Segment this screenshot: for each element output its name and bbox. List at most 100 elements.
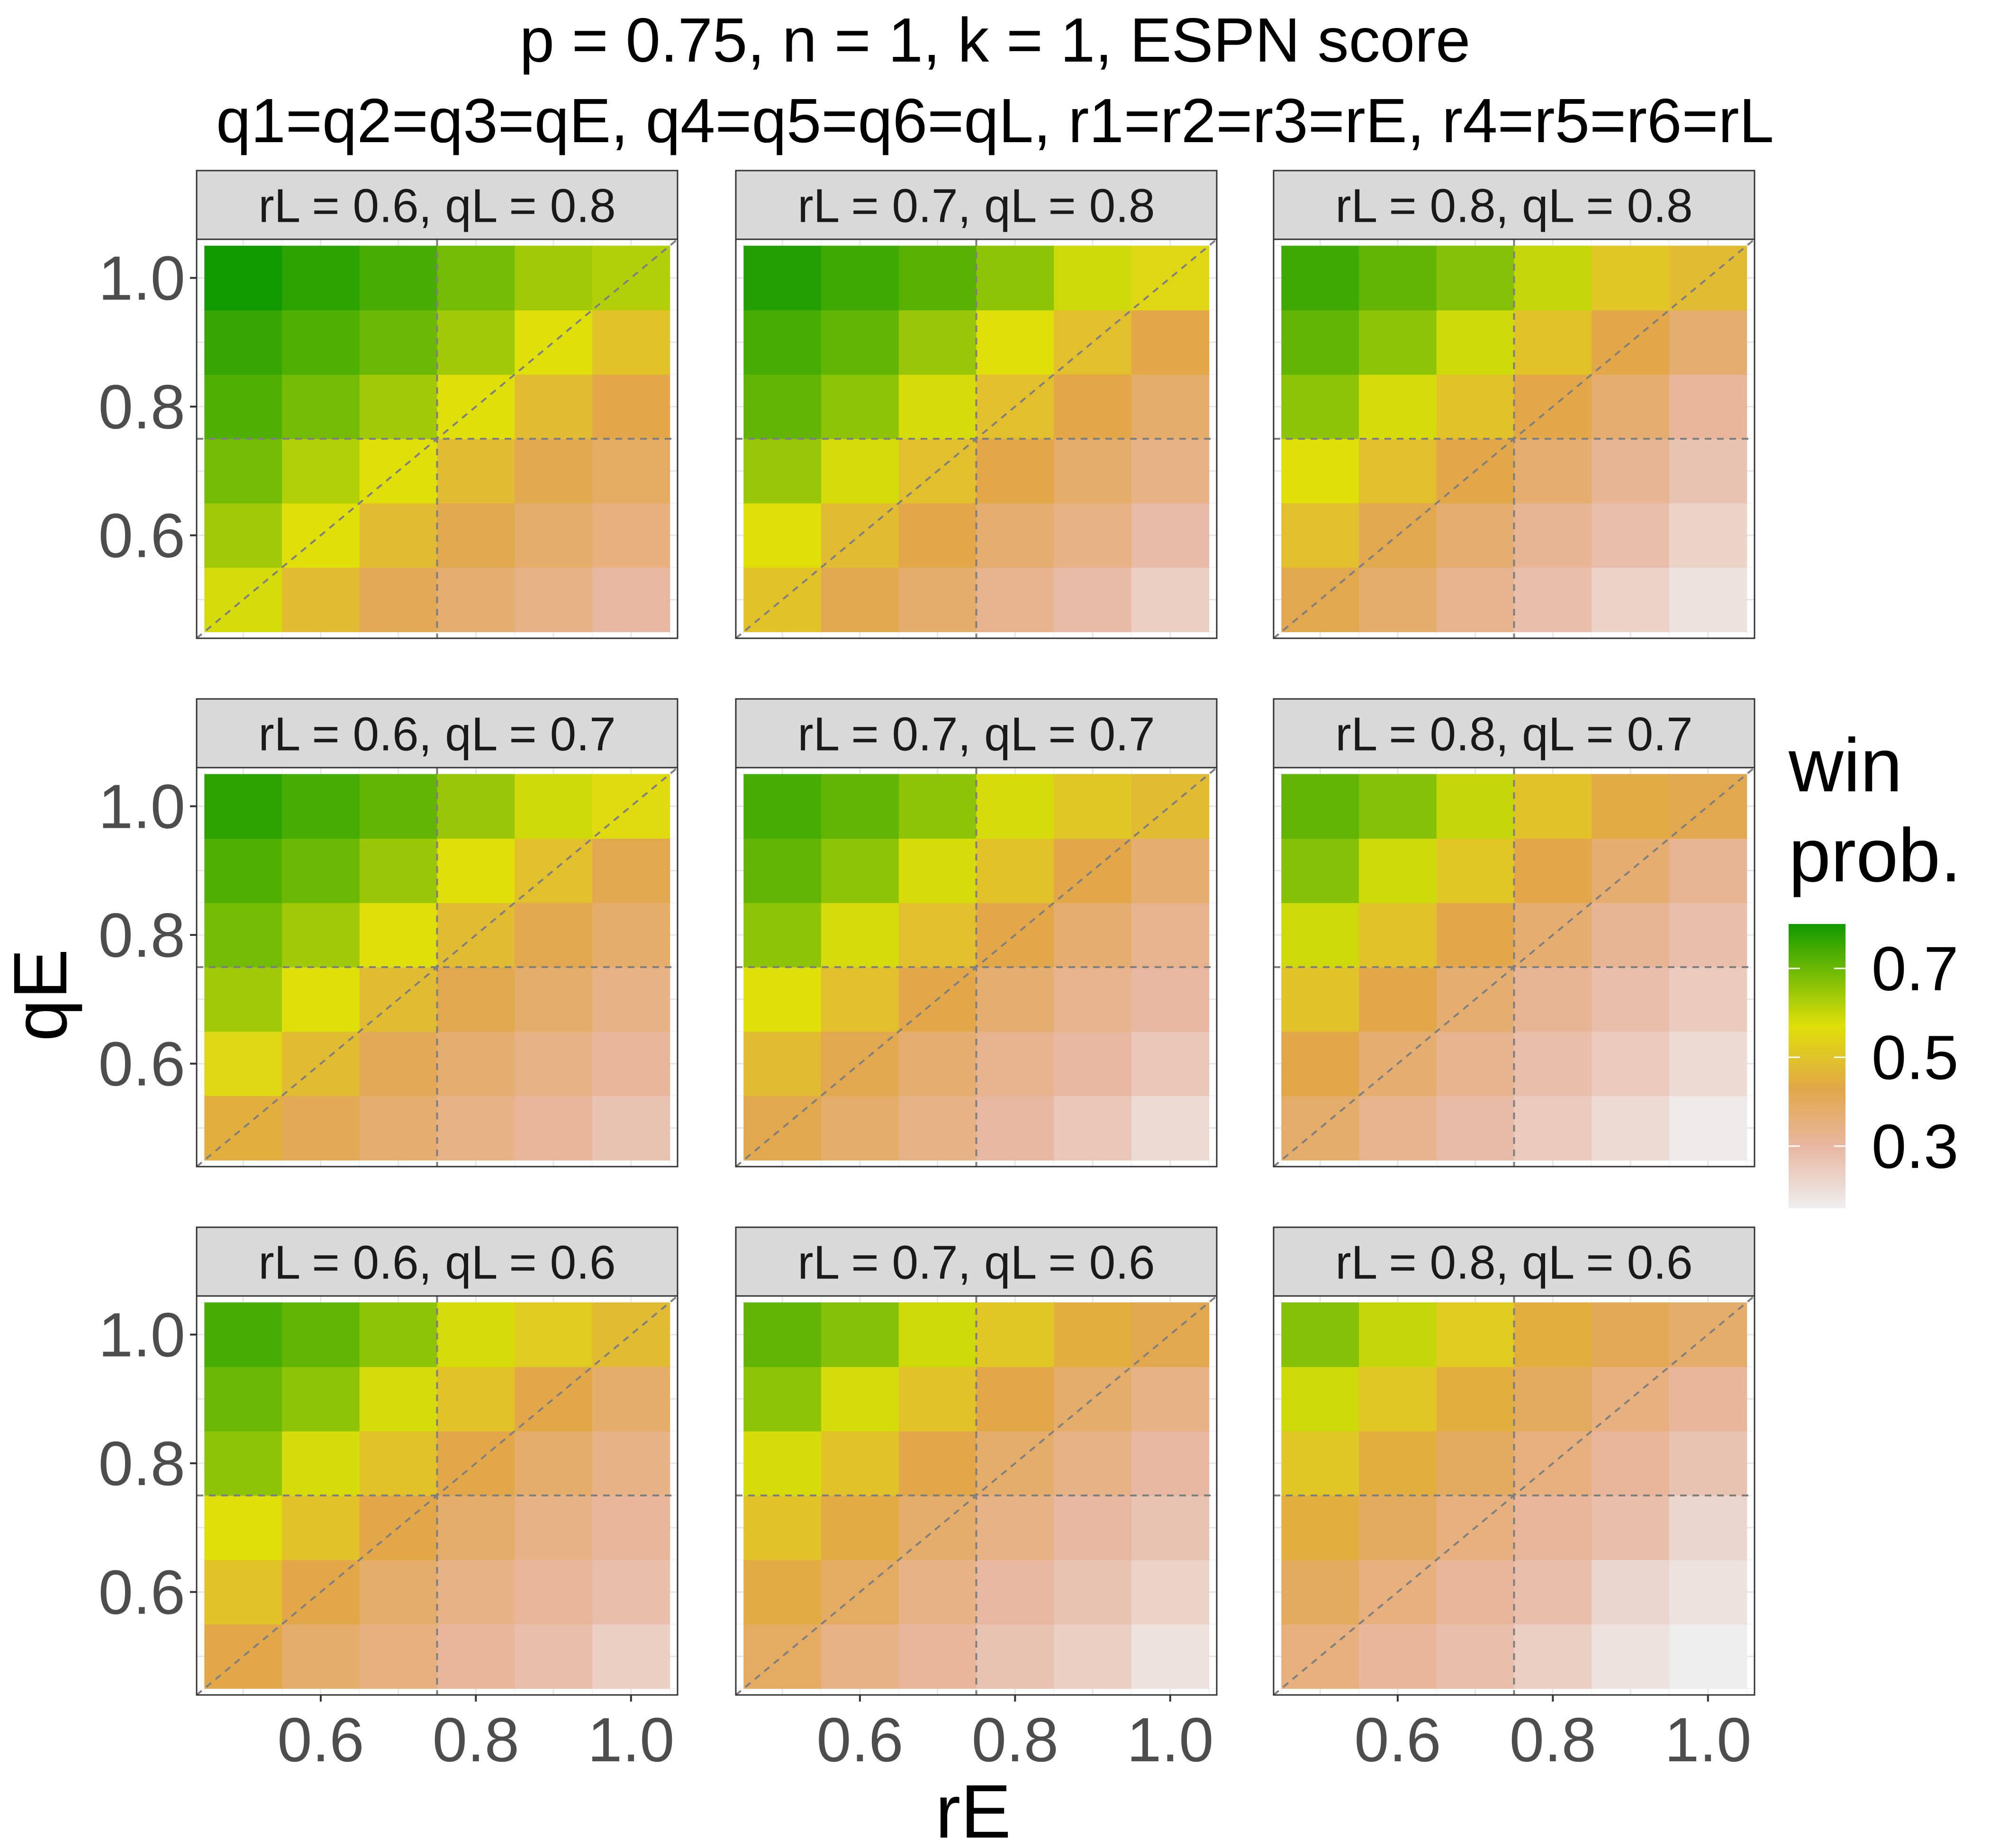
heatmap-cell [1131,310,1210,375]
heatmap-cell [282,567,360,633]
heatmap-cell [1359,1431,1437,1496]
heatmap-cell [359,503,438,568]
heatmap-cell [743,967,822,1032]
heatmap-cell [359,1031,438,1096]
heatmap-cell [1514,838,1592,903]
reference-line-diagonal [196,238,678,639]
heatmap-cell [1359,1624,1437,1689]
heatmap-cell [204,1559,282,1625]
heatmap-cell [1054,1431,1132,1496]
heatmap-cell [976,838,1054,903]
panel-border [196,767,678,1168]
facet-strip-label: rL = 0.7, qL = 0.6 [797,1236,1155,1289]
heatmap-cell [515,503,593,568]
heatmap-cell [1436,1367,1515,1431]
heatmap-cell [1054,374,1132,439]
heatmap-cell [743,310,822,375]
heatmap-cell [359,310,438,375]
reference-line-diagonal [1273,1295,1755,1696]
heatmap-cell [1669,838,1747,903]
heatmap-cell [821,567,899,633]
heatmap-cell [821,439,899,504]
heatmap-cell [1592,1624,1670,1689]
heatmap-cell [282,1624,360,1689]
facet-panel: rL = 0.8, qL = 0.7 [1273,698,1755,1168]
heatmap-cell [1436,774,1515,839]
heatmap-cell [592,903,670,968]
heatmap-cell [515,903,593,968]
heatmap-cell [898,774,977,839]
heatmap-cell [204,310,282,375]
heatmap-cell [1514,1302,1592,1367]
heatmap-cell [1436,567,1515,633]
heatmap-cell [976,1559,1054,1625]
heatmap-cell [515,1302,593,1367]
heatmap-cell [359,1302,438,1367]
heatmap-cell [515,1495,593,1560]
facet-strip [1273,698,1755,769]
facet-strip-label: rL = 0.7, qL = 0.8 [797,180,1155,233]
heatmap-cell [592,1431,670,1496]
heatmap-cell [1131,1031,1210,1096]
heatmap-cell [204,774,282,839]
heatmap-cell [1281,838,1359,903]
panel-border [1273,238,1755,639]
heatmap-cell [1669,1495,1747,1560]
heatmap-cell [1054,903,1132,968]
heatmap-cell [821,774,899,839]
heatmap-cell [1054,439,1132,504]
heatmap-cell [1514,439,1592,504]
heatmap-cell [1359,374,1437,439]
heatmap-cell [1054,1559,1132,1625]
heatmap-cell [1054,503,1132,568]
heatmap-cell [515,1431,593,1496]
reference-line-diagonal [735,767,1218,1168]
heatmap-cell [1669,503,1747,568]
heatmap-cell [282,774,360,839]
heatmap-cell [1131,245,1210,310]
heatmap-cell [1054,1495,1132,1560]
legend-tick-label: 0.3 [1872,1112,1959,1181]
heatmap-cell [204,1431,282,1496]
heatmap-cell [1359,1302,1437,1367]
heatmap-cell [1436,1431,1515,1496]
heatmap-cell [592,245,670,310]
heatmap-cell [1436,374,1515,439]
heatmap-cell [1436,1559,1515,1625]
heatmap-cell [592,567,670,633]
heatmap-cell [1669,1096,1747,1161]
heatmap-cell [1436,1031,1515,1096]
heatmap-cell [1514,1367,1592,1431]
y-tick-label: 0.6 [99,501,186,571]
heatmap-cell [1359,1495,1437,1560]
heatmap-cell [1281,1302,1359,1367]
x-tick-label: 0.8 [972,1705,1059,1775]
heatmap-cell [1131,838,1210,903]
reference-line-diagonal [735,1295,1218,1696]
heatmap-cell [282,310,360,375]
heatmap-cell [282,439,360,504]
heatmap-cell [898,1096,977,1161]
heatmap-cell [1669,310,1747,375]
heatmap-cell [1514,245,1592,310]
heatmap-cell [1669,1624,1747,1689]
heatmap-cell [1514,1624,1592,1689]
heatmap-cell [1514,967,1592,1032]
facet-strip [1273,1226,1755,1297]
facet-strip-label: rL = 0.6, qL = 0.7 [258,708,615,761]
heatmap-cell [592,1302,670,1367]
heatmap-cell [898,1431,977,1496]
heatmap-cell [282,967,360,1032]
heatmap-cell [898,1031,977,1096]
heatmap-cell [1131,567,1210,633]
heatmap-cell [437,1495,515,1560]
heatmap-cell [743,774,822,839]
heatmap-cell [1131,374,1210,439]
heatmap-cell [282,903,360,968]
heatmap-cell [821,1367,899,1431]
heatmap-cell [1592,1302,1670,1367]
panel-border [1273,767,1755,1168]
heatmap-cell [1131,903,1210,968]
heatmap-cell [282,1495,360,1560]
x-tick-label: 0.6 [1354,1705,1441,1775]
